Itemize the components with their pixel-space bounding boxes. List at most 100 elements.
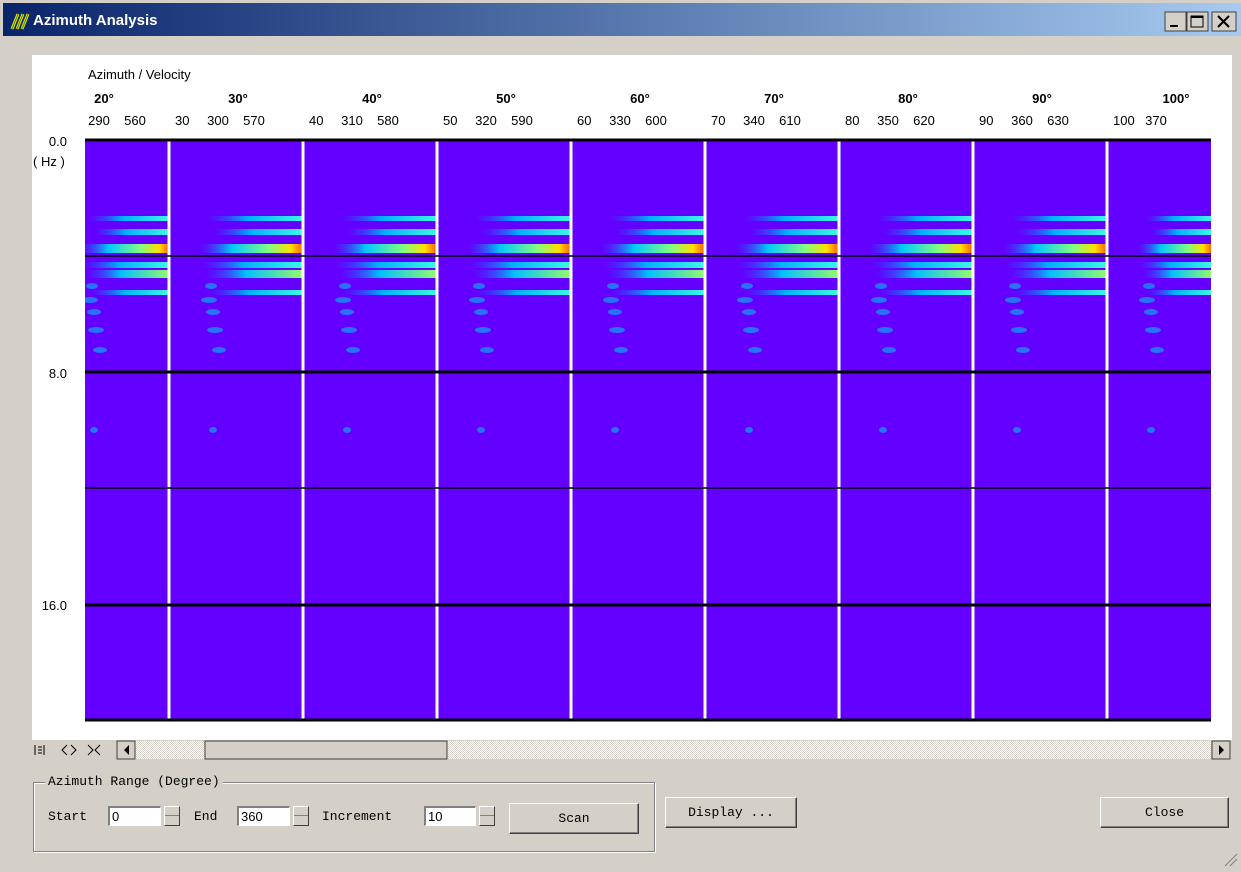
azimuth-label: 40° [362,91,382,106]
streak [88,216,169,221]
blob [207,327,223,333]
blob [88,327,104,333]
azimuth-label: 80° [898,91,918,106]
streak [1005,262,1107,268]
blob [1010,309,1024,315]
velocity-label: 300 [207,113,229,128]
end-input[interactable]: 360 [237,806,290,826]
blob [346,347,360,353]
close-button[interactable]: Close [1100,797,1229,828]
velocity-label: 60 [577,113,591,128]
azimuth-label: 100° [1163,91,1190,106]
blob [86,283,98,289]
start-label: Start [48,809,88,824]
streak [85,244,169,253]
title-bar [3,3,1241,36]
streak [481,229,571,235]
streak [475,216,571,221]
velocity-label: 350 [877,113,899,128]
velocity-label: 70 [711,113,725,128]
streak [477,290,571,295]
streak [611,290,705,295]
blob [93,347,107,353]
blob [611,427,619,433]
scroll-thumb[interactable] [204,740,448,760]
close-window-button[interactable] [1211,11,1237,32]
velocity-label: 50 [443,113,457,128]
velocity-label: 610 [779,113,801,128]
streak [473,270,571,278]
blob [475,327,491,333]
streak [1011,216,1107,221]
display-button[interactable]: Display ... [665,797,797,828]
blob [879,427,887,433]
start-input[interactable]: 0 [108,806,161,826]
blob [469,297,485,303]
blob [339,283,351,289]
blob [607,283,619,289]
blob [1005,297,1021,303]
blob [608,309,622,315]
velocity-label: 80 [845,113,859,128]
scan-button[interactable]: Scan [509,803,639,834]
velocity-label: 620 [913,113,935,128]
increment-spinner[interactable] [479,806,495,826]
minimize-button[interactable] [1164,11,1187,32]
blob [209,427,217,433]
group-title: Azimuth Range (Degree) [45,774,223,789]
streak [877,216,973,221]
blob [480,347,494,353]
streak [615,229,705,235]
streak [1139,262,1211,268]
velocity-label: 570 [243,113,265,128]
blob [737,297,753,303]
start-spinner[interactable] [164,806,180,826]
velocity-label: 310 [341,113,363,128]
panel [869,216,973,433]
blob [335,297,351,303]
blob [1009,283,1021,289]
streak [85,262,169,268]
panel [199,216,303,433]
streak [879,290,973,295]
blob [477,427,485,433]
streak [467,244,571,253]
maximize-button[interactable] [1186,11,1209,32]
streak [333,244,437,253]
azimuth-label: 70° [764,91,784,106]
window-title: Azimuth Analysis [33,12,157,29]
velocity-label: 40 [309,113,323,128]
end-label: End [194,809,218,824]
streak [603,262,705,268]
blob [1150,347,1164,353]
app-icon [10,13,30,30]
blob [882,347,896,353]
scroll-left[interactable] [116,740,136,760]
spectrogram-background [85,140,1211,720]
blob [341,327,357,333]
azimuth-label: 50° [496,91,516,106]
streak [347,229,437,235]
end-spinner[interactable] [293,806,309,826]
scroll-right[interactable] [1211,740,1231,760]
size-grip [1224,853,1238,867]
streak [207,216,303,221]
streak [1003,244,1107,253]
blob [1011,327,1027,333]
velocity-label: 580 [377,113,399,128]
group-box [33,782,655,852]
streak [601,244,705,253]
blob [1013,427,1021,433]
streak [209,290,303,295]
blob [212,347,226,353]
streak [1017,229,1107,235]
azimuth-label: 90° [1032,91,1052,106]
streak [90,290,169,295]
blob [1143,283,1155,289]
velocity-label: 590 [511,113,533,128]
blob [87,309,101,315]
increment-input[interactable]: 10 [424,806,476,826]
velocity-label: 600 [645,113,667,128]
azimuth-label: 30° [228,91,248,106]
blob [871,297,887,303]
